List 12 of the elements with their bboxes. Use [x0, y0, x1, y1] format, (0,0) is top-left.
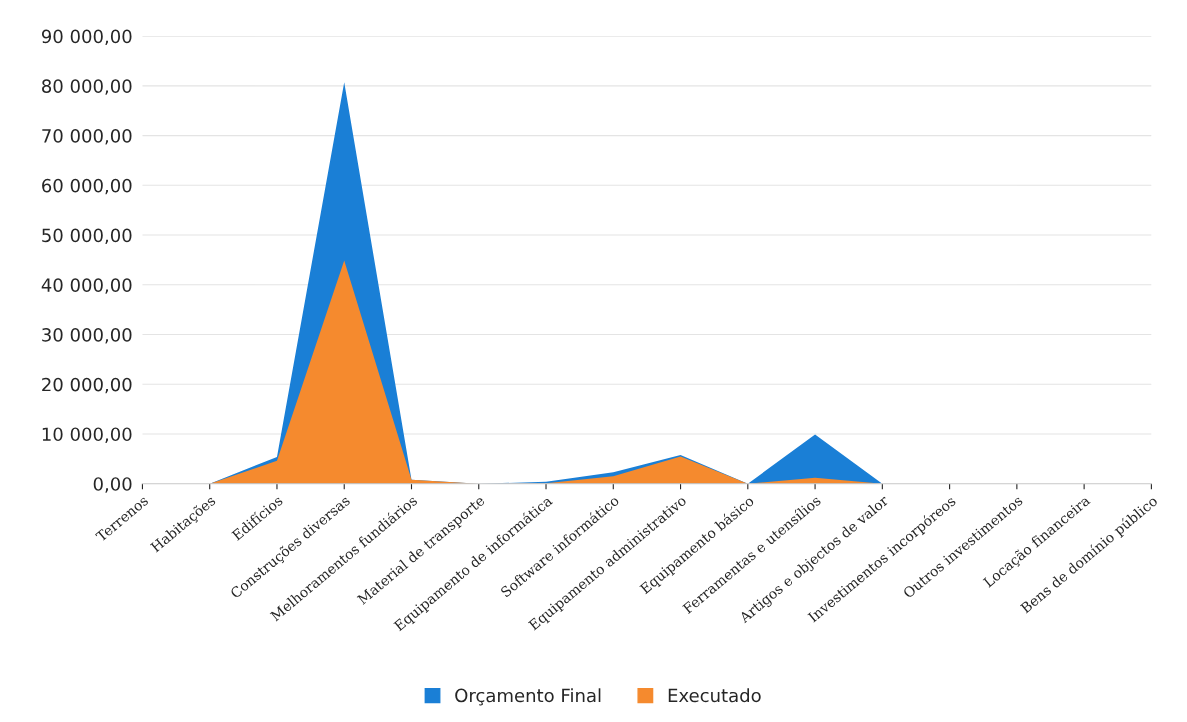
y-tick-label: 70 000,00 — [42, 129, 132, 145]
legend-label: Executado — [668, 688, 761, 703]
y-tick-label: 60 000,00 — [42, 178, 132, 195]
y-tick-label: 90 000,00 — [41, 29, 132, 46]
y-tick-label: 40 000,00 — [41, 278, 132, 294]
y-tick-label: 0,00 — [93, 477, 132, 493]
y-tick-label: 50 000,00 — [42, 228, 132, 245]
y-tick-label: 30 000,00 — [42, 327, 132, 344]
legend-label: Orçamento Final — [455, 688, 601, 706]
y-tick-label: 10 000,00 — [42, 427, 132, 443]
y-tick-label: 20 000,00 — [42, 377, 132, 394]
y-tick-label: 80 000,00 — [42, 79, 132, 95]
